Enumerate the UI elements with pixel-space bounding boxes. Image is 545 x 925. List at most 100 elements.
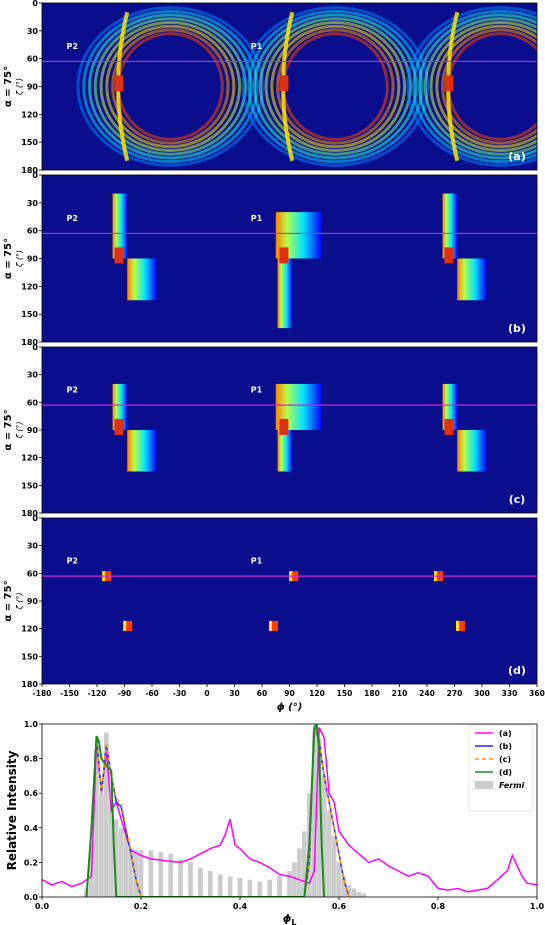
y-tick-label: 60 [27,569,39,578]
x-tick-label: 0.2 [134,902,148,911]
fermi-bar [128,848,134,897]
ring-hollow [132,46,209,127]
fermi-bar [237,877,243,897]
y-tick-label: 0 [32,0,38,8]
y-tick-label: 0 [32,343,38,352]
y-tick-label: 30 [27,542,39,551]
fermi-bar [336,862,342,897]
y-tick-label: 150 [21,481,38,490]
fermi-bar [198,867,203,897]
x-tick-label: 0.8 [431,902,446,911]
panel-tag: (a) [508,150,525,163]
hotspot [279,75,289,92]
hotspot [114,418,124,435]
emission-ring [270,24,401,149]
y-tick-label: 30 [27,199,39,208]
emission-block [277,258,293,329]
y-tick-label: 60 [27,227,39,236]
x-tick-label: -180 [33,689,52,698]
emission-ring [241,6,430,167]
emission-block [457,258,487,301]
emission-ring [99,20,242,153]
hotspot [279,247,289,264]
hotspot [269,620,278,631]
x-tick-label: 270 [447,689,463,698]
fermi-bar [326,810,332,897]
hotspot-edge [123,620,127,631]
y-axis-label: α = 75° [3,580,14,621]
ring-hollow [462,46,537,127]
panel-background [42,518,537,684]
peak-label: P2 [67,557,78,566]
x-axis-label-sub: L [291,918,296,925]
x-axis-label: ϕL [283,912,297,925]
emission-ring [412,9,537,164]
fermi-bar [207,871,213,897]
x-tick-label: 360 [529,689,545,698]
x-tick-label: 210 [392,689,408,698]
emission-block [127,258,157,301]
y-tick-label: 0.2 [24,858,38,867]
y-tick-label: 120 [21,282,38,291]
y-tick-label: 120 [21,454,38,463]
fermi-bar [321,775,327,897]
fermi-bar [133,850,139,897]
legend-box [468,724,534,812]
fermi-bar [341,876,347,897]
x-tick-label: 1.0 [530,902,545,911]
fermi-bar [94,749,99,897]
emission-block [277,430,293,472]
x-axis-label-main: ϕ [283,912,292,925]
emission-map [76,6,537,167]
emission-map [112,193,487,329]
legend-label: (c) [499,755,511,764]
y-axis-label: Relative Intensity [5,750,19,870]
peak-label: P1 [251,557,263,566]
emission-ring [105,24,236,149]
peak-label: P2 [67,42,78,51]
fermi-bar [277,876,282,897]
fermi-bar [356,891,362,897]
fermi-bar [103,732,109,897]
y-tick-label: 180 [21,338,38,347]
fermi-bar [267,879,273,897]
legend-label: (a) [499,729,512,738]
y-tick-label: 0 [32,171,38,180]
emission-ring [82,9,259,164]
x-tick-label: 120 [309,689,325,698]
y-tick-label: 180 [21,509,38,518]
hotspot [444,247,454,264]
y-tick-label: 180 [21,166,38,175]
y-tick-label: 120 [21,110,38,119]
peak-label: P1 [251,214,263,223]
legend-label: (d) [499,768,512,777]
hotspot-edge [456,620,459,631]
emission-ring [406,6,537,167]
fermi-bar [168,853,174,897]
profile-chart: 0.0 0.2 0.4 0.6 0.8 1.0 0.0 0.2 0.4 0.6 0.8 1.0 Rela… [5,720,545,925]
y-axis-sublabel: ζ (°) [15,592,24,610]
y-tick-label: 150 [21,652,38,661]
x-tick-label: -90 [118,689,132,698]
emission-ring [258,17,412,156]
fermi-bar [138,850,144,897]
emission-ring [264,20,407,153]
fermi-bar [257,881,263,897]
x-tick-label: -120 [88,689,107,698]
y-axis-label: α = 75° [3,238,14,279]
fermi-bar [287,871,292,897]
hotspot [279,418,289,435]
ring-hollow [297,46,374,127]
y-tick-label: 150 [21,138,38,147]
heatmap-panel-b: P2 P1 (b) 0 30 60 90 120 150 180 α = 75° ζ (°) [3,171,538,347]
emission-ring [247,9,424,164]
fermi-bar [217,874,223,897]
fermi-bar [351,888,357,897]
panel-tag: (b) [508,322,526,335]
y-tick-label: 0.8 [24,755,39,764]
hotspot [444,418,454,435]
fermi-bar [292,862,297,897]
emission-ring [418,13,537,160]
